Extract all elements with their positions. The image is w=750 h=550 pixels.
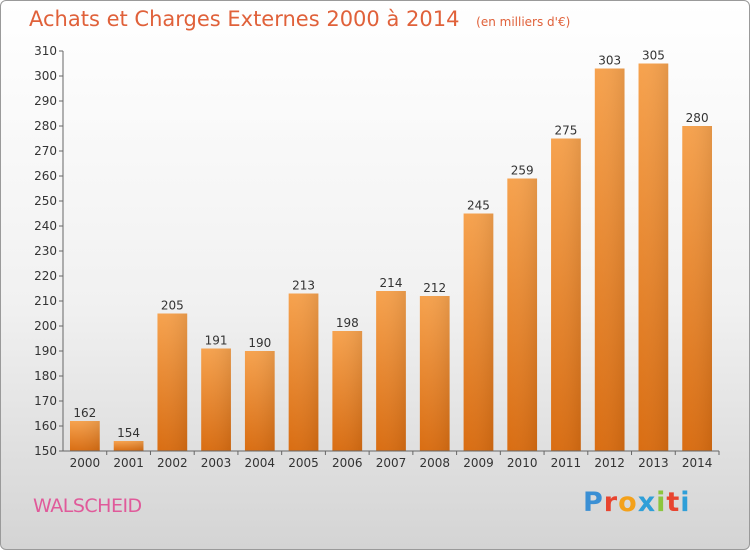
y-tick-label: 150 (34, 444, 57, 458)
chart-subtitle: (en milliers d'€) (476, 15, 571, 29)
bar-shade (69, 421, 100, 451)
x-tick-label: 2007 (376, 456, 407, 470)
x-tick-label: 2004 (245, 456, 276, 470)
bar-value-label: 213 (292, 279, 315, 293)
bar-value-label: 198 (336, 316, 359, 330)
bar-value-label: 245 (467, 199, 490, 213)
x-tick-label: 2012 (594, 456, 625, 470)
x-tick-label: 2001 (113, 456, 144, 470)
bar-shade (594, 68, 625, 451)
proxiti-logo: Proxiti (583, 487, 691, 518)
bar-shade (507, 178, 538, 451)
bar-shade (551, 138, 581, 451)
y-tick-label: 300 (34, 69, 57, 83)
bar-value-label: 162 (73, 406, 96, 420)
bar-value-label: 303 (598, 54, 621, 68)
x-tick-label: 2000 (70, 456, 101, 470)
x-tick-label: 2011 (551, 456, 582, 470)
y-tick-label: 280 (34, 119, 57, 133)
bar-shade (332, 331, 363, 451)
logo-letter: t (666, 487, 681, 518)
bar-value-label: 205 (161, 299, 184, 313)
y-tick-label: 270 (34, 144, 57, 158)
y-axis: 150 160 170 180 190 200 210 220 230 240 250 260 270 2… (34, 44, 64, 458)
bar-shade (419, 296, 450, 451)
bar-shade (463, 213, 494, 451)
x-tick-label: 2002 (157, 456, 188, 470)
y-tick-label: 230 (34, 244, 57, 258)
bar-shade (201, 348, 231, 451)
bar-value-label: 214 (380, 276, 403, 290)
bar-value-label: 275 (554, 124, 577, 138)
x-axis: 2000 2001 2002 2003 2004 2005 2006 2007 2008 2009… (63, 450, 720, 470)
bar-shade (244, 351, 275, 451)
x-tick-label: 2005 (288, 456, 319, 470)
y-tick-label: 240 (34, 219, 57, 233)
logo-letter: o (618, 487, 638, 518)
bar-value-label: 191 (205, 334, 228, 348)
y-tick-label: 310 (34, 44, 57, 58)
bar-value-label: 190 (248, 336, 271, 350)
bars-group: 162 154 205 191 190 213 198 214 212 245 259 275 303 3… (69, 49, 713, 451)
y-tick-label: 160 (34, 419, 57, 433)
bar-value-label: 259 (511, 164, 534, 178)
x-tick-label: 2003 (201, 456, 232, 470)
bar-shade (113, 441, 144, 451)
y-tick-label: 220 (34, 269, 57, 283)
bar-shade (638, 63, 669, 451)
y-tick-label: 290 (34, 94, 57, 108)
y-tick-label: 210 (34, 294, 57, 308)
bar-value-label: 154 (117, 426, 140, 440)
bar-shade (682, 126, 713, 451)
y-tick-label: 190 (34, 344, 57, 358)
y-tick-label: 200 (34, 319, 57, 333)
y-tick-label: 260 (34, 169, 57, 183)
logo-letter: r (603, 487, 619, 518)
y-tick-label: 170 (34, 394, 57, 408)
bar-shade (288, 293, 319, 451)
y-tick-label: 250 (34, 194, 57, 208)
bar-value-label: 280 (686, 111, 709, 125)
city-name: WALSCHEID (33, 495, 142, 517)
logo-letter: P (583, 487, 604, 518)
y-tick-label: 180 (34, 369, 57, 383)
bar-value-label: 305 (642, 49, 665, 63)
x-tick-label: 2006 (332, 456, 363, 470)
x-tick-label: 2010 (507, 456, 538, 470)
logo-letter: i (680, 487, 691, 518)
logo-letter: i (656, 487, 667, 518)
x-tick-label: 2014 (682, 456, 713, 470)
bar-shade (157, 313, 188, 451)
chart-title: Achats et Charges Externes 2000 à 2014 (… (29, 7, 570, 31)
chart-title-text: Achats et Charges Externes 2000 à 2014 (29, 7, 460, 31)
x-tick-label: 2008 (419, 456, 450, 470)
x-tick-label: 2013 (638, 456, 669, 470)
bar-shade (376, 291, 406, 451)
logo-letter: x (637, 487, 657, 518)
x-tick-label: 2009 (463, 456, 494, 470)
bar-value-label: 212 (423, 281, 446, 295)
